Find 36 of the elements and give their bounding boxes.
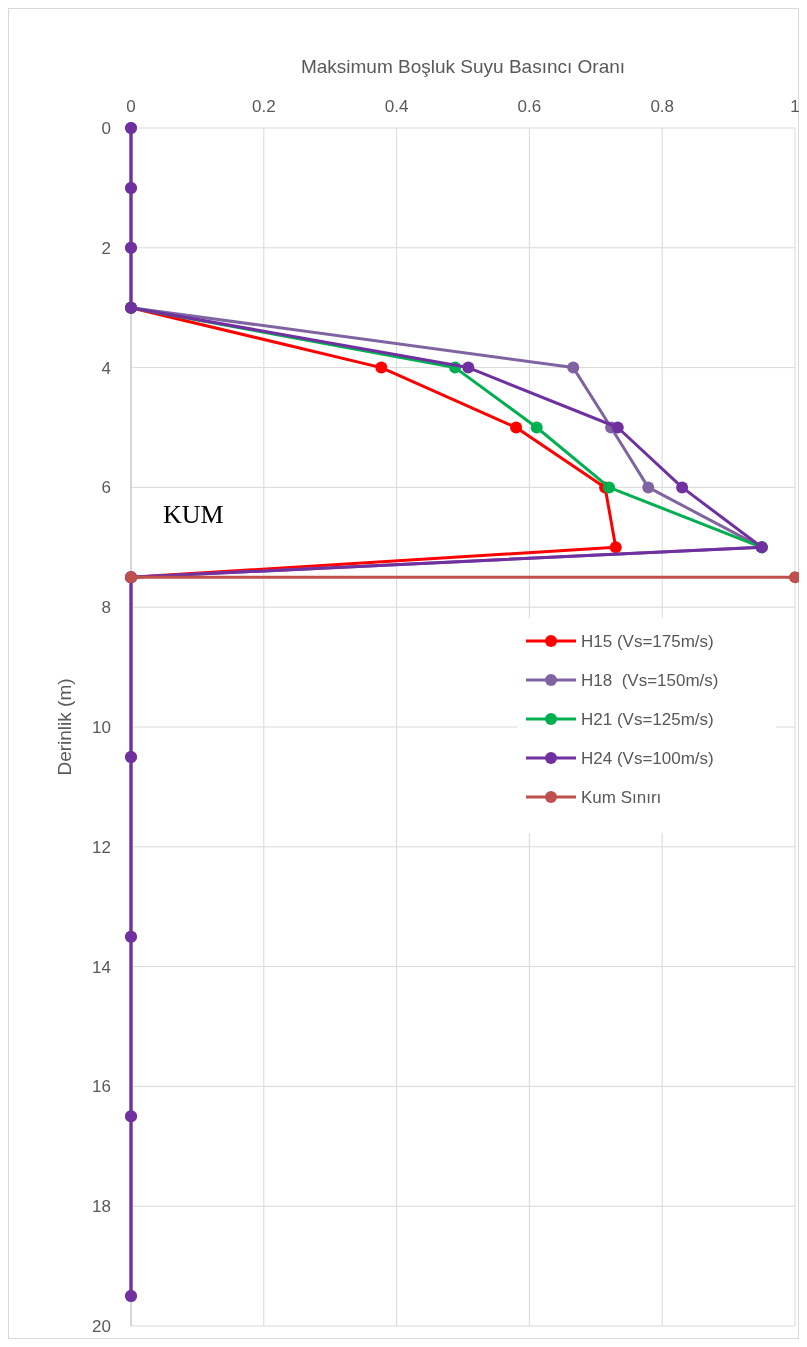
x-axis-title: Maksimum Boşluk Suyu Basıncı Oranı [300,56,626,77]
annotation: KUM [163,500,224,530]
y-tick-label: 16 [92,1077,111,1097]
legend-label: Kum Sınırı [581,788,662,807]
point [375,361,388,374]
point [510,421,523,434]
x-tick-label: 0.8 [650,97,675,116]
point [676,481,689,494]
y-tick-label: 10 [92,718,111,737]
legend-label: H15 (Vs=175m/s) [581,632,714,651]
y-tick-label: 4 [101,358,111,378]
y-tick-label: 6 [101,478,111,498]
x-tick-label: 1 [790,97,800,116]
point [611,421,624,434]
legend-label: H21 (Vs=125m/s) [581,710,714,729]
point [530,421,543,434]
point [603,481,616,494]
legend-label: H24 (Vs=100m/s) [581,749,714,768]
point [609,541,622,554]
point [462,361,475,374]
x-tick-label: 0.2 [251,97,276,116]
x-tick-label: 0.4 [384,97,409,116]
y-axis-title: Derinlik (m) [54,678,75,776]
y-tick-label: 8 [101,598,111,618]
y-tick-label: 0 [101,119,111,138]
x-tick-label: 0 [126,97,136,116]
y-tick-label: 2 [101,238,111,258]
point [642,481,655,494]
y-tick-label: 12 [92,837,111,857]
legend-label: H18 (Vs=150m/s) [581,671,719,690]
point [789,571,799,584]
y-tick-label: 18 [92,1197,111,1217]
x-tick-label: 0.6 [517,97,542,116]
y-tick-label: 20 [92,1317,111,1336]
point [567,361,580,374]
y-tick-label: 14 [92,957,111,977]
